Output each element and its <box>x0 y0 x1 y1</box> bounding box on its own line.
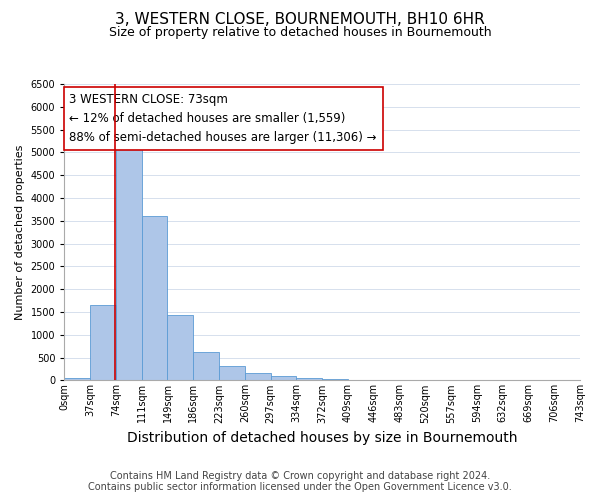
Bar <box>64 378 90 380</box>
Text: Size of property relative to detached houses in Bournemouth: Size of property relative to detached ho… <box>109 26 491 39</box>
Bar <box>193 352 219 380</box>
Text: Contains HM Land Registry data © Crown copyright and database right 2024.: Contains HM Land Registry data © Crown c… <box>110 471 490 481</box>
Bar <box>296 378 322 380</box>
Y-axis label: Number of detached properties: Number of detached properties <box>15 144 25 320</box>
Bar <box>116 148 142 380</box>
Bar <box>167 315 193 380</box>
Bar <box>219 366 245 380</box>
Text: 3 WESTERN CLOSE: 73sqm
← 12% of detached houses are smaller (1,559)
88% of semi-: 3 WESTERN CLOSE: 73sqm ← 12% of detached… <box>70 93 377 144</box>
Text: 3, WESTERN CLOSE, BOURNEMOUTH, BH10 6HR: 3, WESTERN CLOSE, BOURNEMOUTH, BH10 6HR <box>115 12 485 28</box>
Bar <box>90 305 116 380</box>
Bar <box>245 374 271 380</box>
Bar <box>322 379 348 380</box>
X-axis label: Distribution of detached houses by size in Bournemouth: Distribution of detached houses by size … <box>127 431 517 445</box>
Bar <box>271 376 296 380</box>
Text: Contains public sector information licensed under the Open Government Licence v3: Contains public sector information licen… <box>88 482 512 492</box>
Bar <box>142 216 167 380</box>
